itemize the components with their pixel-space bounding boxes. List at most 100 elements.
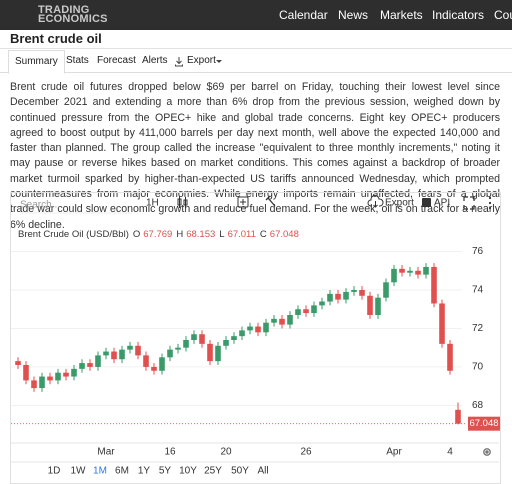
candle-body bbox=[263, 322, 269, 333]
candle-body bbox=[343, 291, 349, 300]
candle-body bbox=[439, 303, 445, 344]
y-tick-label: 72 bbox=[472, 323, 484, 334]
candle-body bbox=[23, 365, 29, 381]
legend-item: 67.048 bbox=[270, 229, 299, 240]
x-tick-label: Apr bbox=[386, 447, 402, 458]
divider bbox=[0, 72, 512, 73]
candle-body bbox=[135, 345, 141, 356]
api-button[interactable]: API bbox=[434, 198, 450, 209]
x-tick-label: 26 bbox=[300, 447, 312, 458]
nav-link[interactable]: News bbox=[338, 8, 369, 22]
candle-body bbox=[351, 290, 357, 292]
candle-body bbox=[335, 293, 341, 300]
candle-body bbox=[447, 343, 453, 371]
candle-body bbox=[407, 270, 413, 273]
nav-link[interactable]: Markets bbox=[380, 8, 423, 22]
y-tick-label: 76 bbox=[472, 246, 484, 257]
candle-type-icon[interactable] bbox=[177, 196, 188, 208]
last-price-tag bbox=[468, 416, 500, 431]
last-price-label: 67.048 bbox=[469, 418, 498, 429]
tab[interactable]: Export bbox=[187, 55, 216, 66]
candle-body bbox=[327, 293, 333, 302]
settings-icon[interactable] bbox=[483, 448, 491, 456]
candle-body bbox=[455, 409, 461, 424]
x-tick-label: 20 bbox=[220, 447, 232, 458]
candle-body bbox=[279, 318, 285, 325]
x-tick-label: Mar bbox=[97, 447, 115, 458]
candle-body bbox=[103, 351, 109, 356]
tab[interactable]: Alerts bbox=[142, 55, 168, 66]
candle-body bbox=[223, 340, 229, 346]
range-button[interactable]: 25Y bbox=[204, 466, 222, 477]
range-button[interactable]: 1Y bbox=[138, 466, 151, 477]
candle-body bbox=[391, 268, 397, 283]
candle-body bbox=[167, 349, 173, 358]
candle-body bbox=[95, 355, 101, 367]
candle-body bbox=[183, 340, 189, 348]
tab[interactable]: Summary bbox=[8, 50, 65, 74]
legend-item: L bbox=[219, 229, 224, 240]
export-button[interactable]: Export bbox=[385, 198, 414, 209]
candle-body bbox=[151, 366, 157, 371]
divider bbox=[0, 48, 512, 49]
logo[interactable]: TRADING bbox=[38, 4, 90, 16]
candle-body bbox=[119, 349, 125, 360]
candle-body bbox=[207, 343, 213, 362]
add-indicator-icon[interactable] bbox=[237, 196, 249, 208]
candle-body bbox=[383, 282, 389, 298]
candle-body bbox=[15, 361, 21, 365]
candle-body bbox=[127, 345, 133, 350]
candle-body bbox=[199, 334, 205, 344]
candle-body bbox=[39, 376, 45, 389]
candle-body bbox=[375, 297, 381, 315]
candle-body bbox=[63, 372, 69, 377]
range-button[interactable]: 10Y bbox=[179, 466, 197, 477]
range-button[interactable]: 5Y bbox=[159, 466, 172, 477]
range-button[interactable]: 1M bbox=[93, 466, 107, 477]
nav-link[interactable]: Calendar bbox=[279, 8, 328, 22]
range-button[interactable]: 1D bbox=[48, 466, 61, 477]
interval-button[interactable]: 1H bbox=[146, 198, 159, 209]
legend-item: O bbox=[133, 229, 140, 240]
candle-body bbox=[143, 355, 149, 367]
range-button[interactable]: 50Y bbox=[231, 466, 249, 477]
dropdown-caret bbox=[216, 60, 222, 63]
legend-item: 67.011 bbox=[228, 229, 256, 240]
export-icon bbox=[175, 57, 183, 67]
tab[interactable]: Forecast bbox=[97, 55, 136, 66]
range-button[interactable]: All bbox=[257, 466, 268, 477]
nav-link[interactable]: Indicators bbox=[432, 8, 485, 22]
candle-body bbox=[423, 266, 429, 275]
top-nav: TRADING ECONOMICS Calendar News Markets … bbox=[0, 0, 512, 30]
more-icon[interactable] bbox=[488, 196, 492, 210]
candle-body bbox=[247, 326, 253, 331]
y-tick-label: 68 bbox=[472, 400, 484, 411]
nav-link[interactable]: Cou bbox=[494, 8, 512, 22]
tab[interactable]: Stats bbox=[66, 55, 89, 66]
candle-body bbox=[55, 372, 61, 381]
candle-body bbox=[231, 336, 237, 340]
search-input[interactable]: Search... bbox=[20, 200, 60, 211]
export-chart-icon[interactable] bbox=[367, 195, 384, 208]
candle-body bbox=[415, 270, 421, 275]
fullscreen-icon[interactable] bbox=[463, 196, 475, 210]
api-icon[interactable] bbox=[422, 198, 431, 207]
candle-body bbox=[255, 326, 261, 333]
candle-body bbox=[311, 305, 317, 314]
legend-item: Brent Crude Oil (USD/Bbl) bbox=[18, 229, 129, 240]
range-button[interactable]: 1W bbox=[71, 466, 87, 477]
candle-body bbox=[359, 290, 365, 296]
range-button[interactable]: 6M bbox=[115, 466, 129, 477]
drawing-tool-icon[interactable] bbox=[265, 195, 276, 207]
legend-item: 68.153 bbox=[186, 229, 215, 240]
candle-body bbox=[367, 295, 373, 315]
candle-body bbox=[191, 334, 197, 340]
candle-body bbox=[399, 268, 405, 273]
logo[interactable]: ECONOMICS bbox=[38, 13, 108, 25]
candle-body bbox=[271, 318, 277, 323]
candle-body bbox=[111, 351, 117, 360]
candle-body bbox=[239, 330, 245, 337]
candle-body bbox=[31, 380, 37, 389]
